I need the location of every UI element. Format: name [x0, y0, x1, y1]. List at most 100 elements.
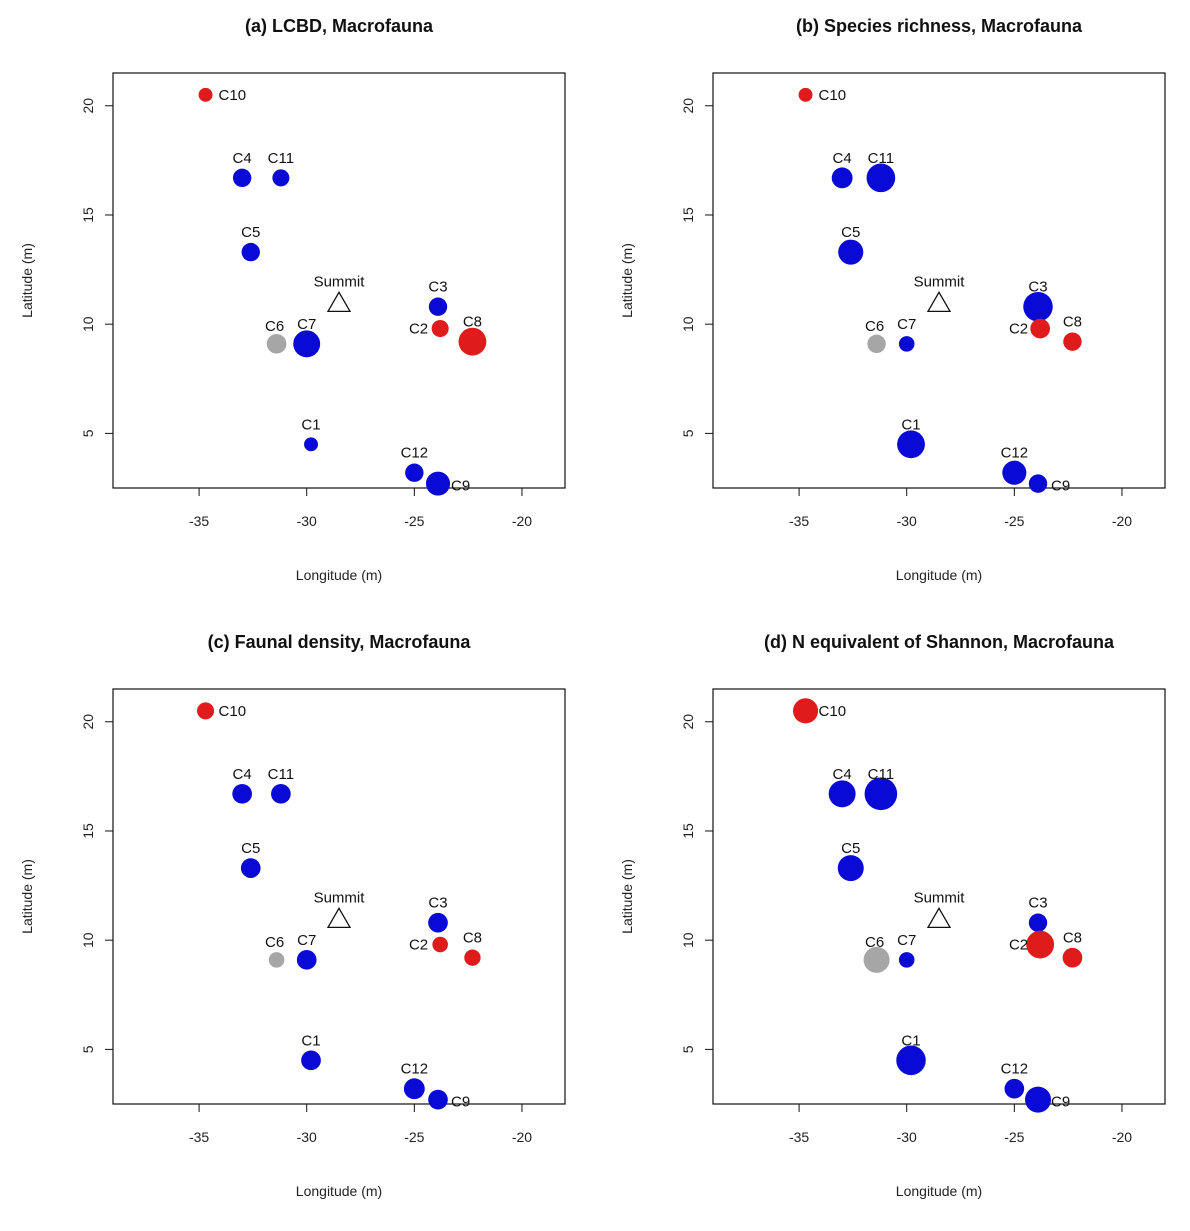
y-tick-label: 10	[80, 316, 96, 332]
point-label-c2: C2	[1009, 937, 1028, 954]
point-c1	[896, 1045, 926, 1076]
point-c4	[232, 784, 252, 804]
point-label-c2: C2	[409, 937, 428, 954]
y-axis-label: Latitude (m)	[619, 859, 635, 934]
chart-b: (b) Species richness, Macrofauna -35 -30 -2…	[619, 16, 1166, 583]
point-c6	[268, 952, 285, 968]
point-c9	[428, 1089, 448, 1110]
x-tick-label: -35	[189, 1129, 209, 1145]
point-label-c1: C1	[301, 416, 320, 433]
y-tick-label: 15	[80, 823, 96, 839]
y-tick-label: 15	[80, 207, 96, 223]
y-axis-label: Latitude (m)	[19, 859, 35, 934]
point-c9	[1028, 474, 1048, 493]
point-label-c1: C1	[901, 1032, 920, 1049]
point-c5	[837, 855, 864, 882]
y-tick-label: 20	[80, 714, 96, 730]
point-label-c6: C6	[865, 934, 884, 951]
point-label-c5: C5	[841, 840, 860, 857]
x-tick-label: -30	[297, 1129, 317, 1145]
point-label-c11: C11	[868, 766, 894, 783]
point-c11	[864, 777, 898, 811]
x-axis-label: Longitude (m)	[296, 567, 382, 583]
point-label-c6: C6	[265, 934, 284, 951]
x-tick-label: -20	[512, 1129, 532, 1145]
point-label-c8: C8	[1063, 314, 1082, 331]
plot-frame	[712, 72, 1166, 489]
plot-frame	[112, 688, 566, 1105]
point-label-c4: C4	[233, 766, 252, 783]
panel-b: (b) Species richness, Macrofauna -35 -30 -2…	[600, 0, 1190, 615]
point-c11	[866, 163, 896, 193]
point-c9	[1024, 1086, 1052, 1113]
point-c4	[232, 168, 252, 188]
point-label-c6: C6	[265, 318, 284, 335]
chart-title: (d) N equivalent of Shannon, Macrofauna	[764, 632, 1115, 652]
point-c7	[296, 950, 317, 970]
panel-c: (c) Faunal density, Macrofauna -35 -30 -25 -…	[0, 616, 595, 1231]
point-c3	[1023, 291, 1053, 322]
point-c1	[304, 437, 318, 452]
point-c2	[431, 320, 449, 338]
point-label-c12: C12	[1001, 1061, 1029, 1078]
summit-label: Summit	[914, 889, 966, 906]
point-label-c8: C8	[463, 930, 482, 947]
point-label-c7: C7	[297, 932, 316, 949]
y-tick-label: 5	[80, 1045, 96, 1053]
point-c11	[271, 784, 291, 804]
point-c1	[897, 430, 925, 459]
point-c7	[898, 336, 915, 352]
point-c12	[1004, 1078, 1025, 1099]
panel-a: (a) LCBD, Macrofauna -35 -30 -25 -20 5 10 15 20 L…	[0, 0, 595, 615]
point-c2	[1030, 318, 1051, 339]
point-c10	[793, 698, 819, 724]
summit-label: Summit	[314, 889, 366, 906]
point-c12	[403, 1078, 425, 1100]
point-label-c9: C9	[1051, 1094, 1070, 1111]
x-tick-label: -25	[1004, 513, 1024, 529]
y-tick-label: 5	[680, 1045, 696, 1053]
point-c10	[197, 702, 215, 720]
x-tick-label: -35	[189, 513, 209, 529]
y-tick-label: 15	[680, 823, 696, 839]
x-axis-label: Longitude (m)	[896, 1183, 982, 1199]
point-label-c7: C7	[897, 932, 916, 949]
y-tick-label: 15	[680, 207, 696, 223]
point-label-c11: C11	[268, 766, 294, 783]
point-c11	[272, 169, 290, 187]
plot-frame	[712, 688, 1166, 1105]
summit-marker	[326, 291, 352, 312]
point-c3	[428, 297, 448, 316]
point-c3	[1028, 913, 1048, 932]
summit-marker	[326, 907, 352, 928]
point-label-c9: C9	[451, 1094, 470, 1111]
x-tick-label: -30	[897, 1129, 917, 1145]
y-tick-label: 10	[680, 316, 696, 332]
point-c12	[1002, 460, 1027, 485]
point-label-c7: C7	[297, 316, 316, 333]
point-c2	[432, 936, 448, 953]
point-label-c4: C4	[833, 150, 852, 167]
panel-d: (d) N equivalent of Shannon, Macrofauna -…	[600, 616, 1190, 1231]
x-tick-label: -20	[512, 513, 532, 529]
point-label-c2: C2	[1009, 321, 1028, 338]
point-label-c3: C3	[428, 279, 447, 296]
x-tick-label: -25	[1004, 1129, 1024, 1145]
x-tick-label: -25	[404, 1129, 424, 1145]
plot-frame	[112, 72, 566, 489]
point-c8	[1062, 947, 1083, 968]
point-label-c10: C10	[219, 703, 247, 720]
point-label-c3: C3	[428, 895, 447, 912]
x-tick-label: -20	[1112, 513, 1132, 529]
point-c6	[863, 946, 890, 973]
point-label-c9: C9	[1051, 478, 1070, 495]
x-tick-label: -35	[789, 1129, 809, 1145]
x-tick-label: -30	[897, 513, 917, 529]
point-c4	[828, 780, 856, 808]
x-tick-label: -35	[789, 513, 809, 529]
point-c7	[293, 330, 321, 358]
chart-c: (c) Faunal density, Macrofauna -35 -30 -25 -…	[19, 632, 566, 1199]
point-label-c10: C10	[819, 703, 847, 720]
point-label-c1: C1	[901, 416, 920, 433]
point-label-c11: C11	[868, 150, 894, 167]
